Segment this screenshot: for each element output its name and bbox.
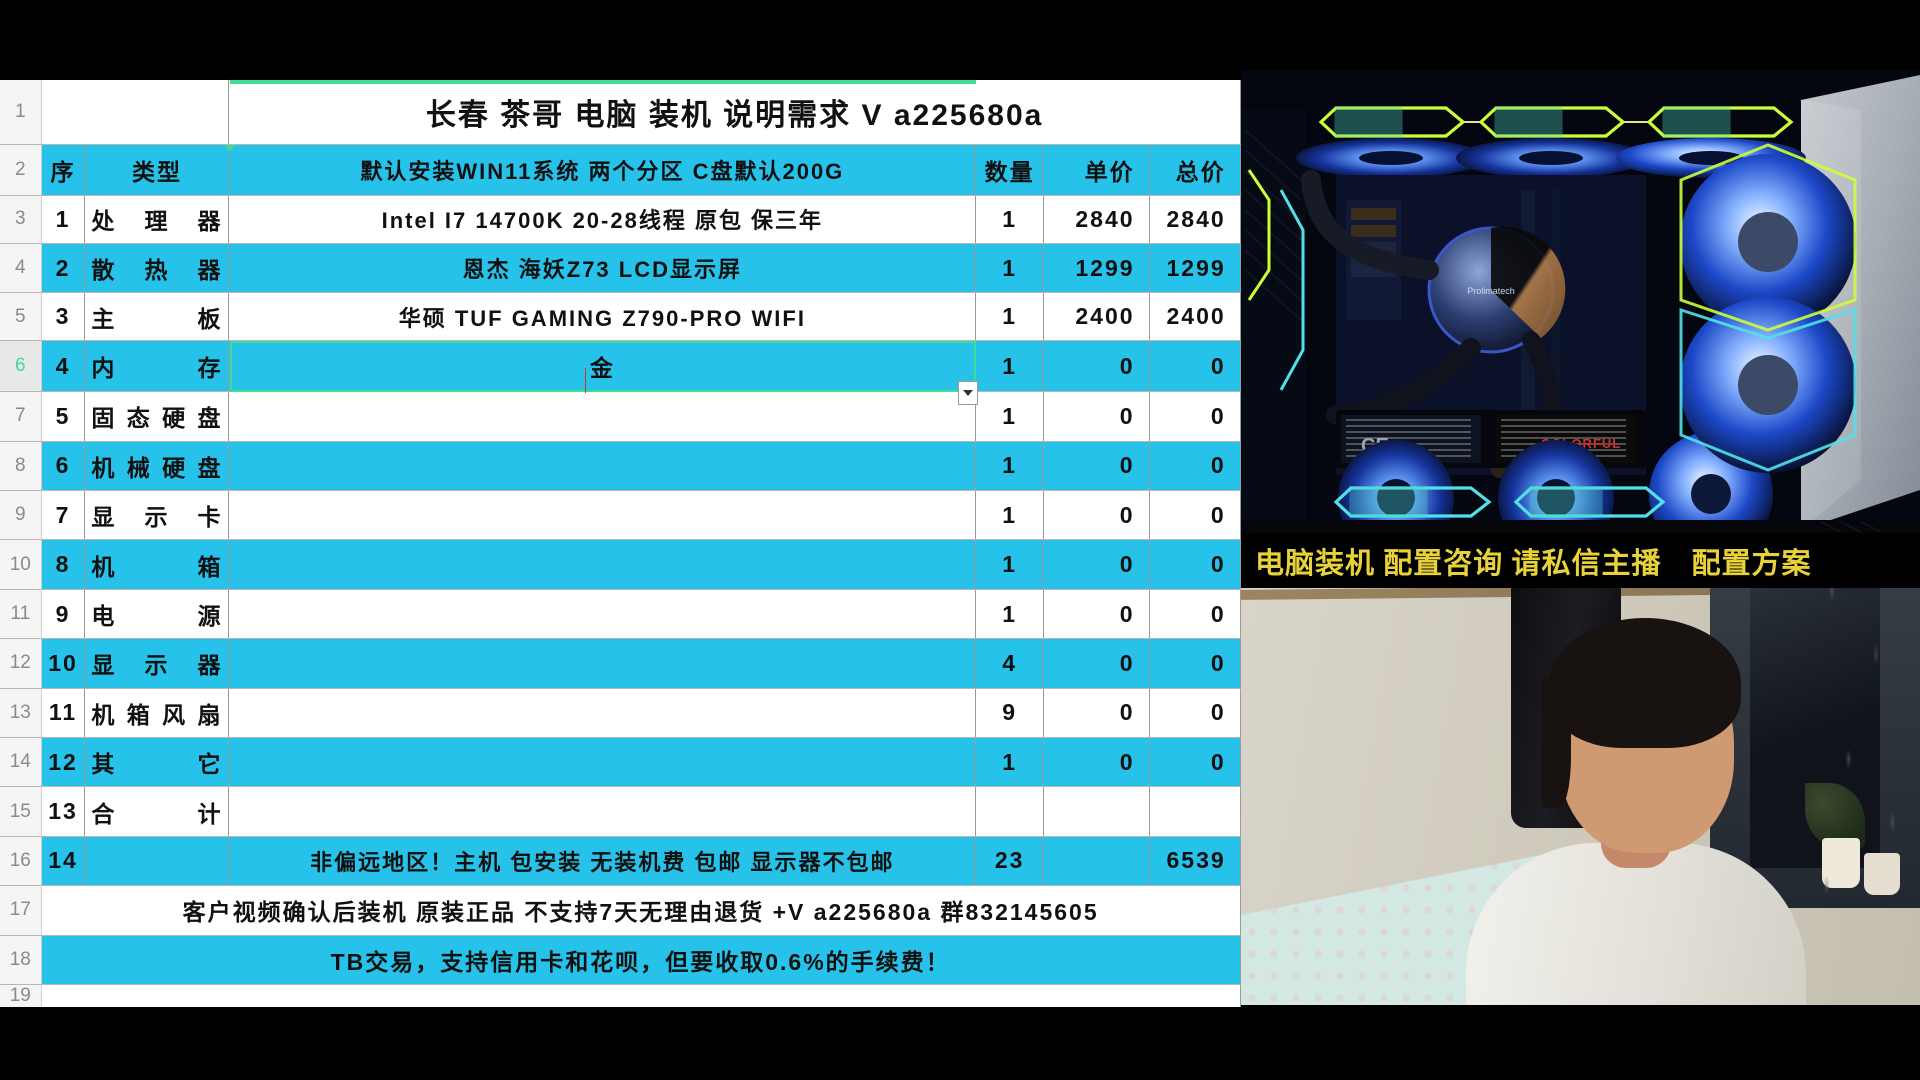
svg-text:Prolimatech: Prolimatech (1467, 286, 1515, 296)
